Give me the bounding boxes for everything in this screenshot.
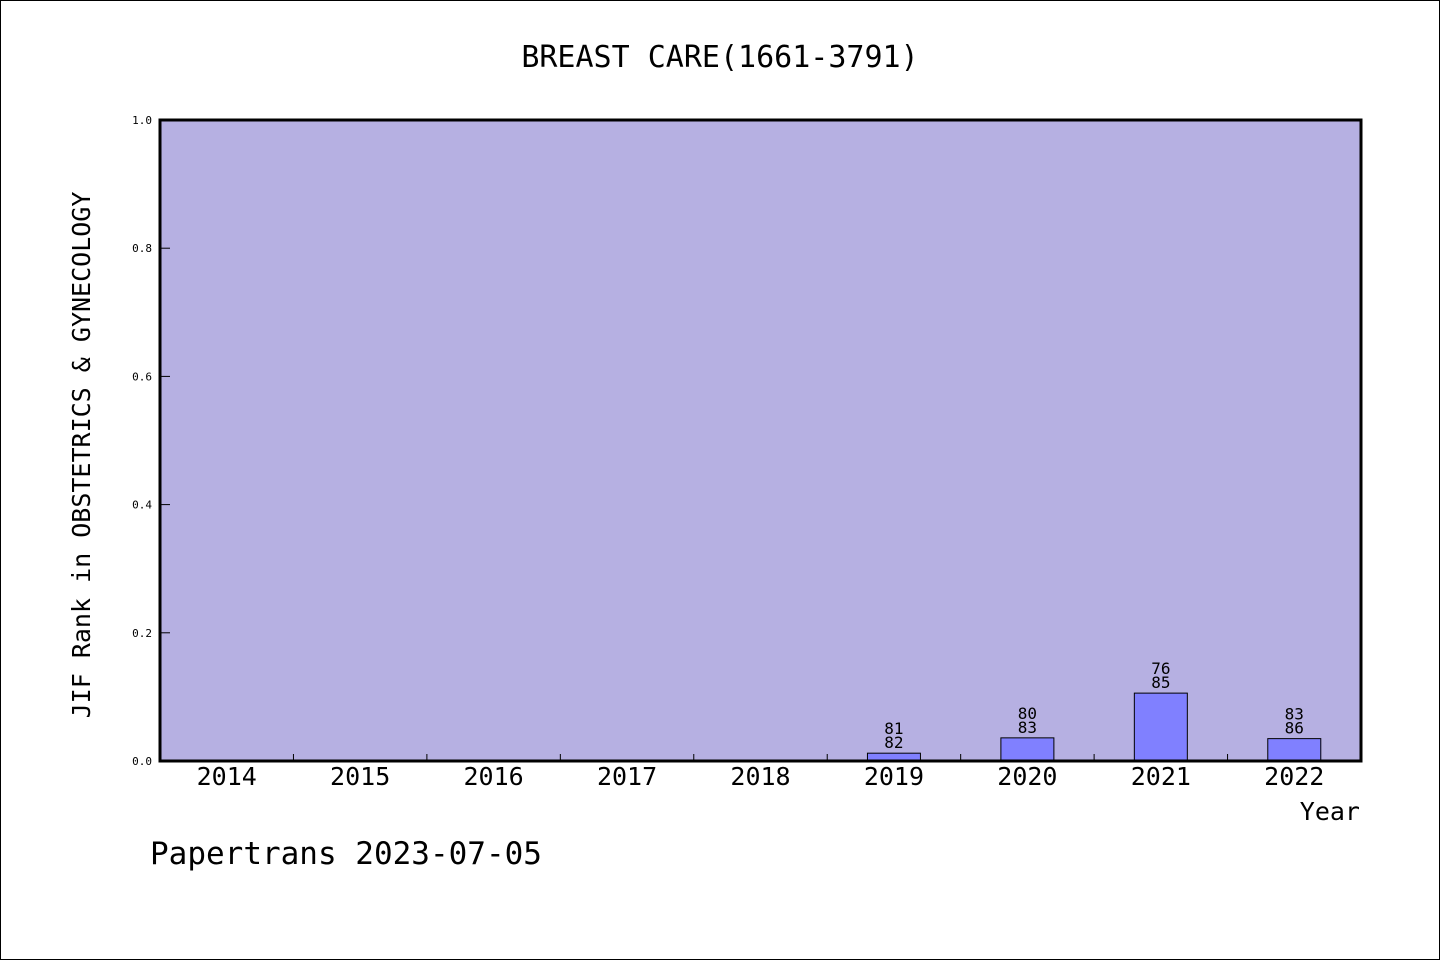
bar-total-label: 85: [1151, 673, 1170, 692]
y-tick-label: 0.0: [132, 755, 152, 768]
bar-rank-label: 80: [1018, 704, 1037, 723]
x-tick-label: 2014: [197, 762, 257, 791]
bar: [1000, 737, 1055, 762]
bar-total-label: 86: [1285, 719, 1304, 738]
x-axis: 2014 2015 2016 2017 2018 2019 2020 2021 2022: [197, 754, 1324, 791]
bar-rank-label: 81: [884, 719, 903, 738]
y-axis-label: JIF Rank in OBSTETRICS & GYNECOLOGY: [67, 192, 96, 719]
plot-area: [160, 120, 1361, 761]
x-tick-label: 2021: [1131, 762, 1191, 791]
y-axis: 0.0 0.2 0.4 0.6 0.8 1.0: [132, 114, 170, 768]
bar: [1133, 692, 1188, 762]
bar-rank-label: 76: [1151, 659, 1170, 678]
y-tick-label: 0.4: [132, 499, 152, 512]
x-tick-label: 2022: [1264, 762, 1324, 791]
y-tick-label: 0.6: [132, 370, 152, 383]
bar-total-label: 82: [884, 733, 903, 752]
x-tick-label: 2020: [997, 762, 1057, 791]
y-tick-label: 0.8: [132, 242, 152, 255]
x-tick-label: 2017: [597, 762, 657, 791]
bar-total-label: 83: [1018, 718, 1037, 737]
bar: [1267, 738, 1322, 762]
footer-credit: Papertrans 2023-07-05: [150, 836, 542, 872]
x-tick-label: 2015: [330, 762, 390, 791]
x-axis-label: Year: [1300, 797, 1360, 826]
y-tick-label: 0.2: [132, 627, 152, 640]
y-tick-label: 1.0: [132, 114, 152, 127]
x-tick-label: 2018: [730, 762, 790, 791]
bar-rank-label: 83: [1285, 705, 1304, 724]
plot-border: [158, 118, 1363, 763]
chart-title: BREAST CARE(1661-3791): [521, 40, 918, 75]
x-tick-label: 2019: [864, 762, 924, 791]
x-tick-label: 2016: [464, 762, 524, 791]
